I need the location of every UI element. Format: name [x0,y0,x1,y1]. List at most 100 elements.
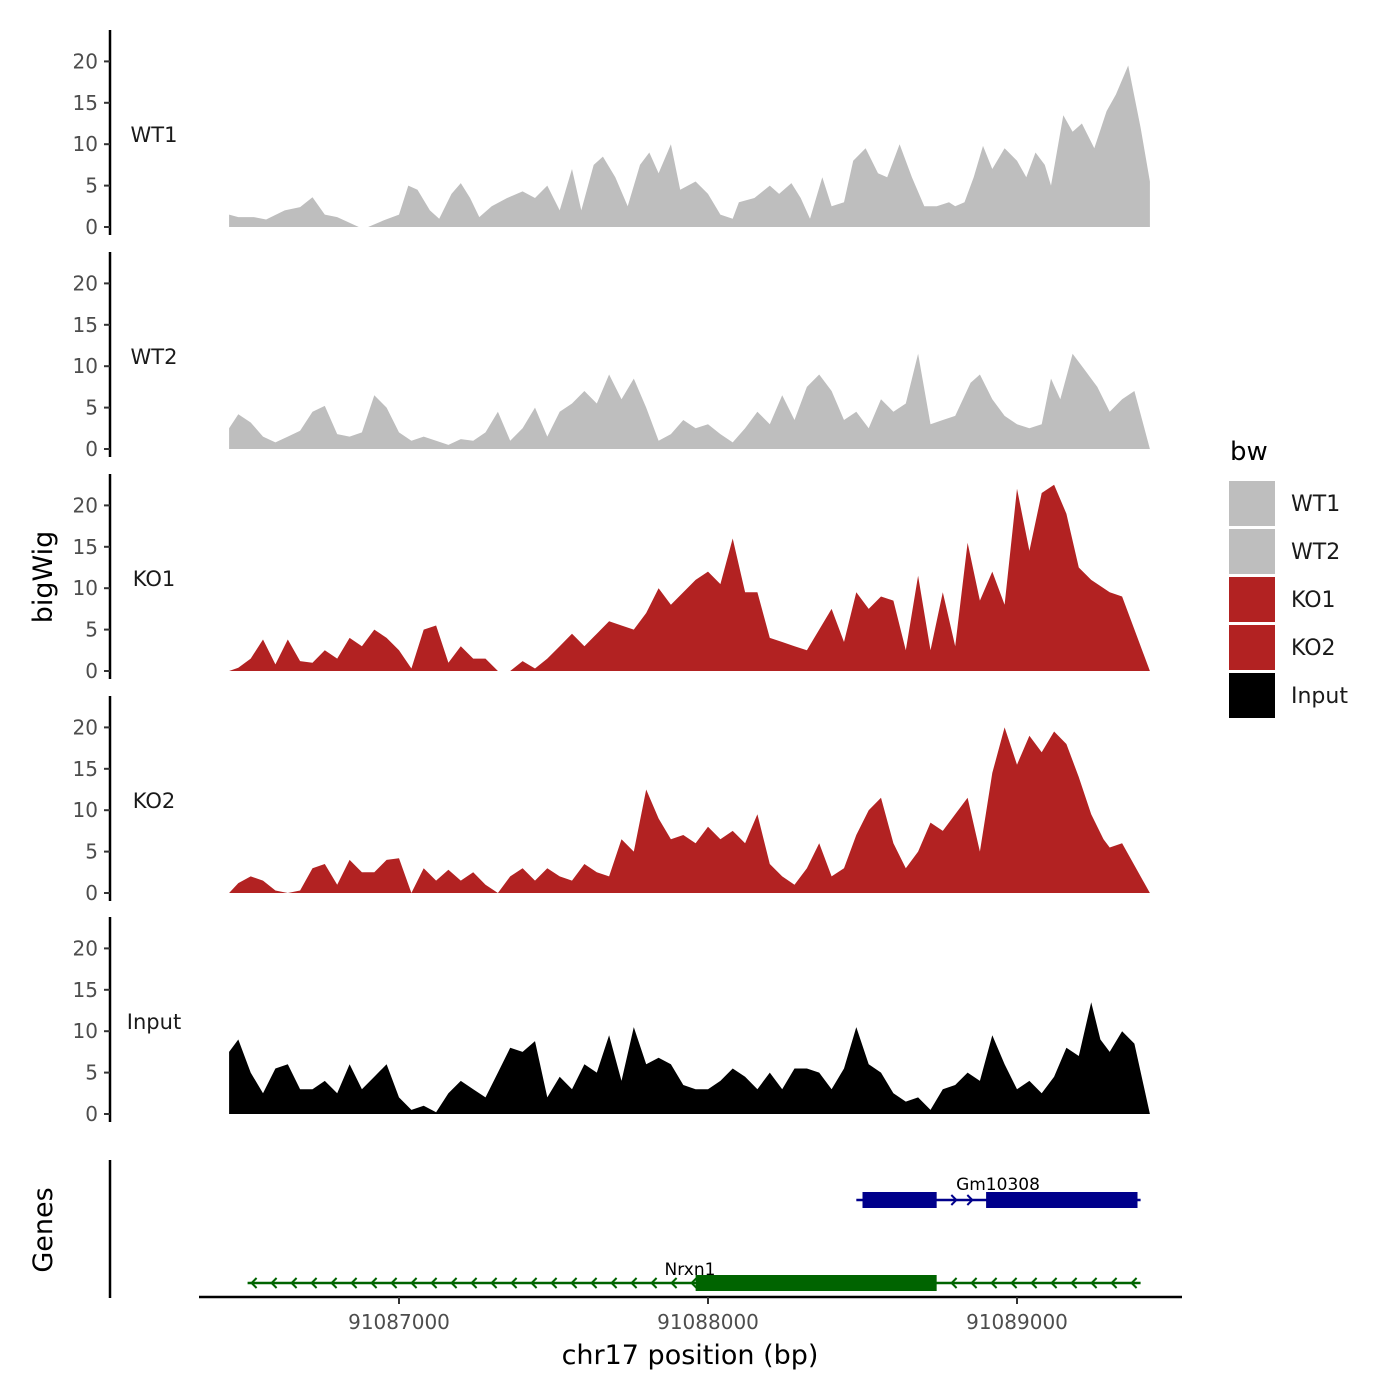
y-tick-label: 15 [73,91,98,115]
gene-exon [695,1275,937,1291]
gene-exon [986,1192,1138,1208]
track-label-ko1: KO1 [133,567,176,591]
y-tick-label: 5 [85,174,98,198]
strand-arrow [650,1277,658,1289]
coverage-area-ko2 [229,727,1150,893]
gene-gm10308: Gm10308 [856,1175,1141,1208]
legend-key-input [1229,673,1275,718]
y-tick-label: 5 [85,840,98,864]
x-axis-title: chr17 position (bp) [562,1340,819,1371]
y-tick-label: 20 [73,936,98,960]
strand-arrow [990,1277,998,1289]
gene-nrxn1: Nrxn1 [247,1260,1141,1291]
legend-key-ko1 [1229,577,1275,622]
x-tick-label: 91088000 [657,1310,759,1334]
legend-key-wt2 [1229,529,1275,574]
legend-label-input: Input [1291,684,1348,709]
strand-arrow [966,1194,974,1206]
strand-arrow [430,1277,438,1289]
strand-arrow [390,1277,398,1289]
y-tick-label: 10 [73,576,98,600]
panel-input: 0 5 10 15 20 Input [73,917,1150,1126]
x-tick-label: 91089000 [966,1310,1068,1334]
signal-panels: 0 5 10 15 20 WT1 0 5 10 15 20 WT2 0 5 10 15 20 KO1 0 5 10 15 2… [73,30,1150,1126]
y-tick-label: 0 [85,437,98,461]
strand-arrow [510,1277,518,1289]
legend-label-ko2: KO2 [1291,636,1336,661]
y-tick-label: 20 [73,271,98,295]
x-tick-label: 91087000 [348,1310,450,1334]
track-label-wt2: WT2 [131,345,178,369]
strand-arrow [550,1277,558,1289]
y-tick-label: 10 [73,132,98,156]
legend-label-wt1: WT1 [1291,492,1340,517]
coverage-area-wt2 [229,353,1150,449]
y-tick-label: 20 [73,493,98,517]
y-tick-label: 15 [73,978,98,1002]
strand-arrow [590,1277,598,1289]
genes-panel: Gm10308 Nrxn1 [108,1160,1141,1298]
panel-wt1: 0 5 10 15 20 WT1 [73,30,1150,239]
coverage-area-wt1 [229,65,1150,227]
strand-arrow [1030,1277,1038,1289]
y-tick-label: 10 [73,354,98,378]
legend: bw WT1 WT2 KO1 KO2 Input [1229,437,1348,718]
coverage-area-input [229,1002,1150,1114]
track-label-input: Input [127,1010,181,1034]
y-tick-label: 0 [85,881,98,905]
y-axis-title: bigWig [28,531,59,624]
strand-arrow [1130,1277,1138,1289]
strand-arrow [970,1277,978,1289]
strand-arrow [530,1277,538,1289]
strand-arrow [290,1277,298,1289]
strand-arrow [1050,1277,1058,1289]
y-tick-label: 20 [73,715,98,739]
strand-arrow [690,1277,698,1289]
panel-wt2: 0 5 10 15 20 WT2 [73,252,1150,461]
strand-arrow [370,1277,378,1289]
track-label-ko2: KO2 [133,789,176,813]
strand-arrow [1090,1277,1098,1289]
y-tick-label: 5 [85,396,98,420]
legend-label-ko1: KO1 [1291,588,1336,613]
strand-arrow [330,1277,338,1289]
strand-arrow [490,1277,498,1289]
gene-exon [862,1192,937,1208]
y-tick-label: 10 [73,798,98,822]
legend-title: bw [1230,437,1268,467]
strand-arrow [610,1277,618,1289]
panel-ko2: 0 5 10 15 20 KO2 [73,696,1150,905]
y-tick-label: 0 [85,215,98,239]
legend-label-wt2: WT2 [1291,540,1340,565]
strand-arrow [250,1277,258,1289]
strand-arrow [410,1277,418,1289]
strand-arrow [950,1194,958,1206]
y-tick-label: 15 [73,757,98,781]
gene-label-nrxn1: Nrxn1 [665,1260,716,1280]
y-tick-label: 15 [73,313,98,337]
x-axis: 91087000 91088000 91089000 [199,1295,1182,1334]
strand-arrow [310,1277,318,1289]
legend-key-ko2 [1229,625,1275,670]
strand-arrow [570,1277,578,1289]
strand-arrow [1070,1277,1078,1289]
strand-arrow [1110,1277,1118,1289]
genes-axis-title: Genes [28,1187,59,1272]
y-tick-label: 5 [85,1061,98,1085]
strand-arrow [470,1277,478,1289]
y-tick-label: 10 [73,1019,98,1043]
panel-ko1: 0 5 10 15 20 KO1 [73,474,1150,683]
y-tick-label: 5 [85,618,98,642]
track-label-wt1: WT1 [131,123,178,147]
strand-arrow [950,1277,958,1289]
strand-arrow [670,1277,678,1289]
y-tick-label: 0 [85,659,98,683]
strand-arrow [270,1277,278,1289]
strand-arrow [450,1277,458,1289]
y-tick-label: 15 [73,535,98,559]
strand-arrow [630,1277,638,1289]
y-tick-label: 20 [73,49,98,73]
strand-arrow [1010,1277,1018,1289]
strand-arrow [350,1277,358,1289]
